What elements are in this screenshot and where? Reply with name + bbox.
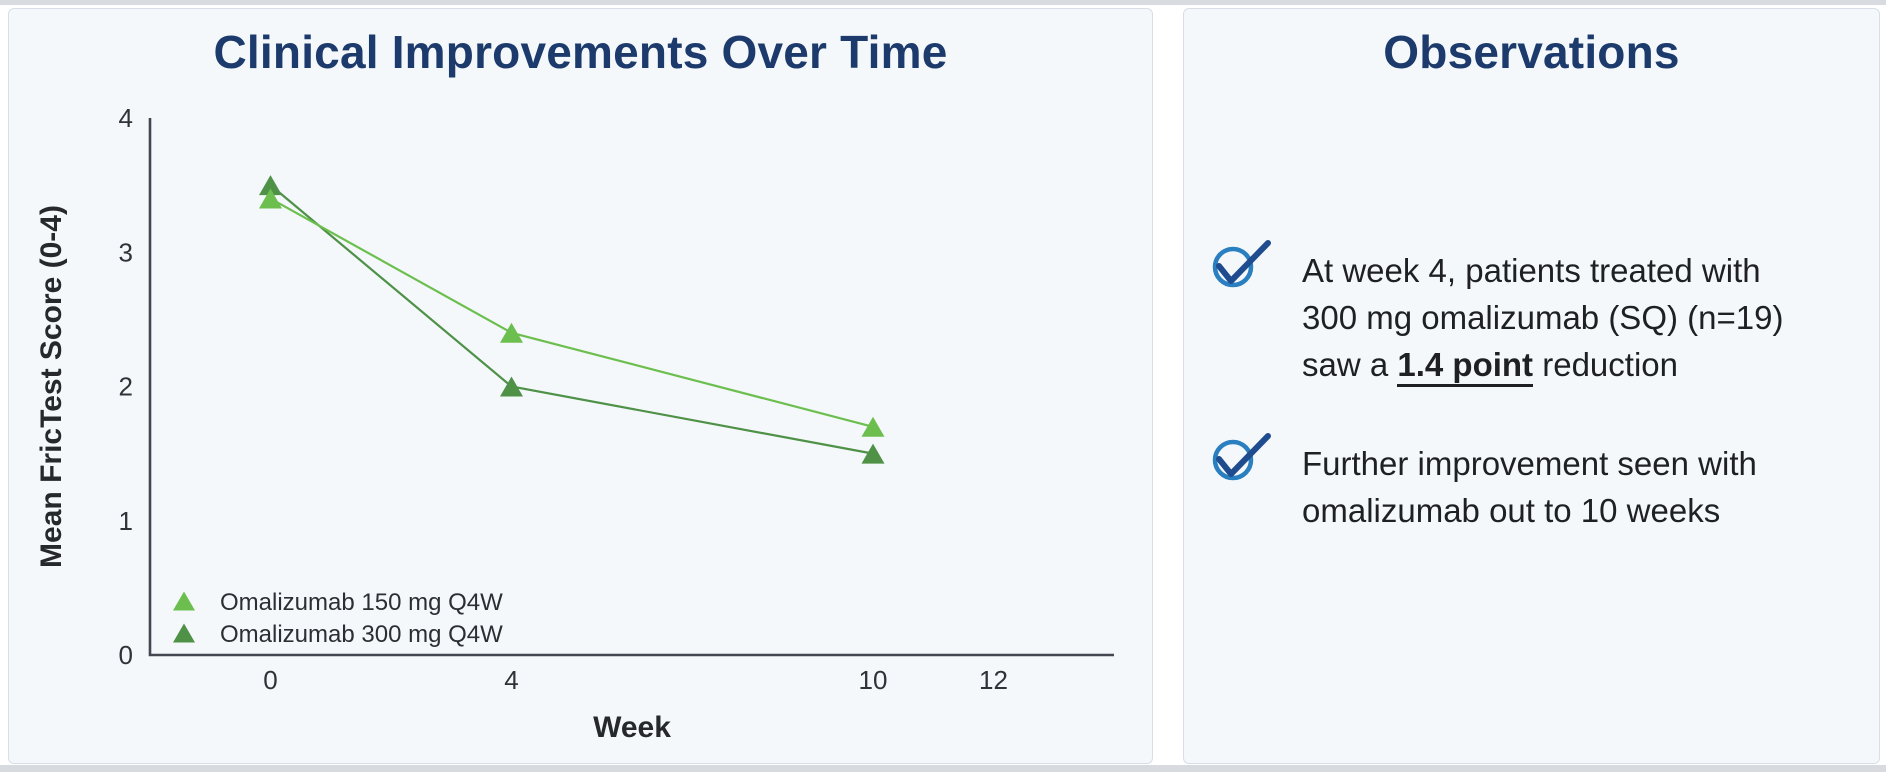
observations-title: Observations (1383, 26, 1680, 78)
triangle-marker (861, 416, 885, 437)
y-tick-label: 3 (119, 237, 133, 267)
y-tick-label: 4 (119, 103, 133, 133)
x-axis-label: Week (593, 711, 671, 744)
observation-item: At week 4, patients treated with 300 mg o… (1210, 239, 1843, 388)
window-top-edge (0, 0, 1886, 5)
observation-item: Further improvement seen with omalizumab … (1210, 432, 1843, 534)
legend-marker (173, 591, 195, 611)
series-line (269, 197, 874, 428)
observations-bullet-list: At week 4, patients treated with 300 mg o… (1210, 239, 1843, 578)
observation-text: Further improvement seen with omalizumab … (1302, 445, 1757, 529)
legend-item-label: Omalizumab 300 mg Q4W (220, 621, 503, 648)
series-line (269, 184, 874, 455)
observations-card: Observations At week 4, patients treated… (1183, 8, 1880, 764)
axes (148, 118, 1114, 657)
x-tick-label: 10 (859, 665, 888, 695)
triangle-marker (259, 188, 282, 209)
y-tick-label: 1 (119, 506, 133, 536)
y-axis-label: Mean FricTest Score (0-4) (35, 205, 68, 568)
chart-title: Clinical Improvements Over Time (213, 26, 948, 78)
legend-item-label: Omalizumab 150 mg Q4W (220, 589, 503, 616)
check-icon (1212, 240, 1271, 288)
y-tick-label: 0 (119, 640, 133, 670)
y-tick-label: 2 (119, 372, 133, 402)
triangle-marker (259, 175, 282, 196)
triangle-marker (500, 322, 523, 343)
window-bottom-edge (0, 765, 1886, 772)
x-tick-label: 12 (979, 665, 1008, 695)
emphasized-value: 1.4 point (1397, 346, 1534, 387)
observation-text: At week 4, patients treated with 300 mg o… (1302, 247, 1783, 388)
triangle-marker (861, 443, 885, 464)
legend-marker (173, 623, 195, 643)
x-tick-label: 0 (263, 665, 277, 695)
check-icon (1212, 433, 1271, 481)
x-tick-label: 4 (504, 665, 518, 695)
triangle-marker (500, 376, 523, 397)
